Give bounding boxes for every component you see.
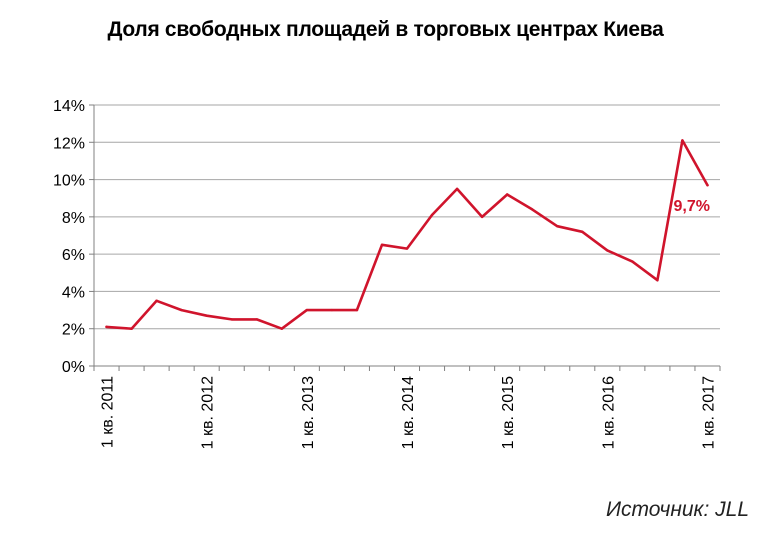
data-point (155, 299, 158, 302)
data-point (631, 260, 634, 263)
data-point (130, 327, 133, 330)
x-tick-label: 1 кв. 2014 (400, 376, 417, 449)
data-point (180, 308, 183, 312)
data-point (255, 318, 258, 321)
data-point (430, 213, 434, 217)
x-tick-label: 1 кв. 2017 (700, 376, 717, 449)
data-point (531, 208, 534, 211)
data-point (505, 193, 509, 196)
data-point (280, 327, 283, 330)
y-tick-label: 8% (62, 210, 85, 227)
y-tick-label: 2% (62, 322, 85, 339)
y-tick-label: 10% (53, 173, 85, 190)
x-tick-label: 1 кв. 2011 (100, 376, 117, 448)
data-point (230, 318, 233, 321)
data-point (556, 224, 559, 228)
data-point (355, 308, 359, 312)
x-tick-label: 1 кв. 2013 (300, 376, 317, 449)
data-point (581, 230, 584, 233)
x-tick-label: 1 кв. 2012 (200, 376, 217, 449)
y-tick-label: 12% (53, 135, 85, 152)
data-point (330, 308, 334, 312)
y-tick-label: 6% (62, 247, 85, 264)
data-point (656, 279, 659, 282)
y-tick-label: 4% (62, 284, 85, 301)
x-tick-label: 1 кв. 2016 (600, 376, 617, 449)
data-label: 9,7% (673, 198, 709, 215)
source-note: Источник: JLL (605, 498, 749, 521)
data-point (205, 314, 208, 317)
data-point (706, 183, 709, 187)
y-tick-label: 14% (53, 98, 85, 115)
data-point (606, 249, 609, 252)
data-point (105, 325, 108, 329)
x-tick-label: 1 кв. 2015 (500, 376, 517, 449)
chart-title: Доля свободных площадей в торговых центр… (107, 18, 664, 41)
data-point (681, 139, 684, 142)
series-line (105, 139, 709, 331)
data-point (305, 308, 309, 312)
data-point (480, 215, 484, 219)
data-point (455, 187, 459, 191)
data-point (405, 247, 409, 250)
y-tick-label: 0% (62, 359, 85, 376)
data-point (380, 243, 384, 247)
